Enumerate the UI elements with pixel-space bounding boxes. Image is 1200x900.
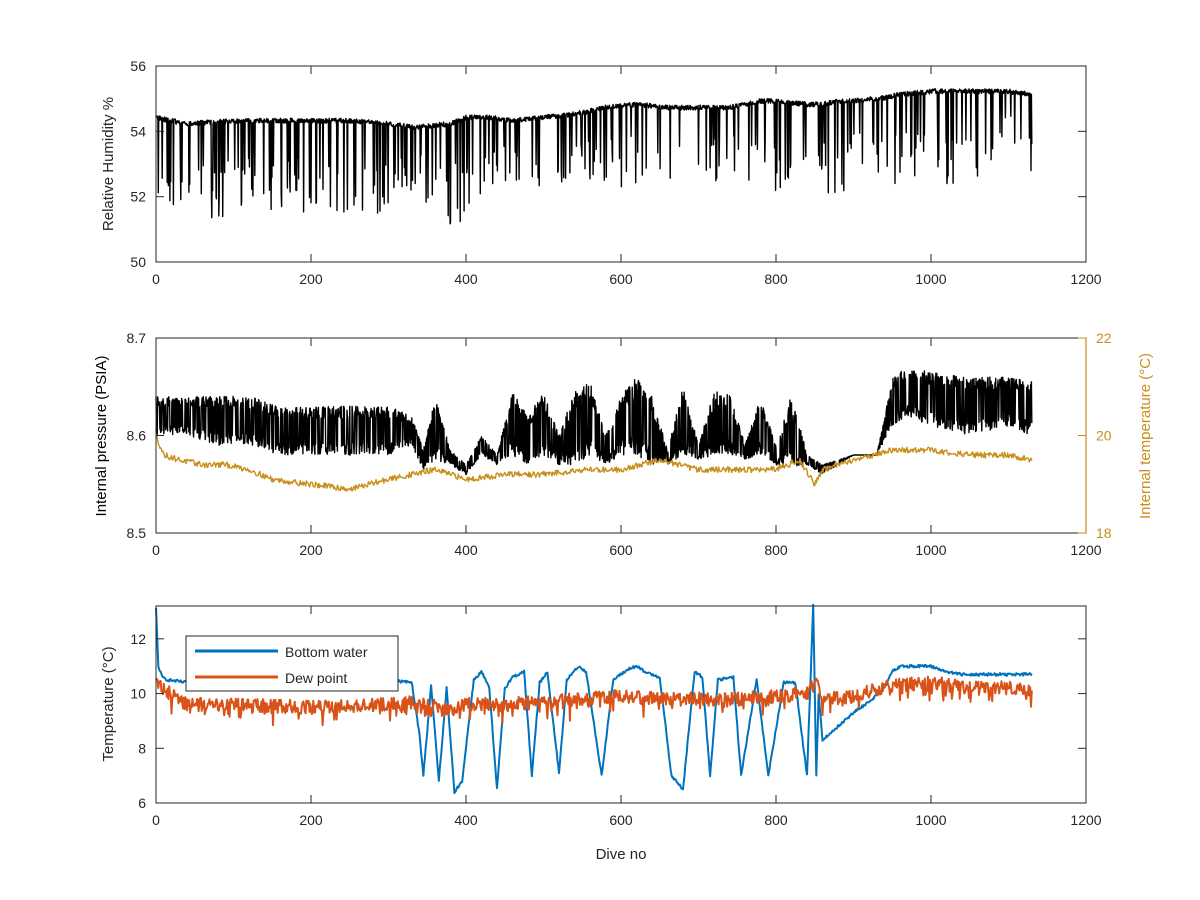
temperature-x-tick-label: 200 <box>299 812 323 828</box>
temperature-x-tick-label: 600 <box>609 812 633 828</box>
temperature-y-ticks: 6 8 10 12 <box>130 631 1086 811</box>
legend: Bottom water Dew point <box>185 635 399 692</box>
humidity-x-tick-label: 0 <box>152 271 160 287</box>
dew-point-line <box>155 675 1033 727</box>
temperature-panel: 0 200 400 600 800 1000 1200 6 8 10 12 Temperature… <box>100 603 1102 863</box>
humidity-series <box>155 88 1033 225</box>
humidity-panel: 0 200 400 600 800 1000 1200 50 52 54 56 Relative … <box>100 58 1102 287</box>
humidity-x-tick-label: 400 <box>454 271 478 287</box>
legend-box <box>185 635 399 692</box>
temperature-y-tick-label: 8 <box>138 740 146 756</box>
temperature-y-tick-label: 12 <box>130 631 146 647</box>
internal-temperature-line <box>155 433 1033 492</box>
temperature-x-tick-label: 0 <box>152 812 160 828</box>
pressure-series <box>155 370 1033 492</box>
temperature-x-tick-label: 400 <box>454 812 478 828</box>
humidity-x-tick-label: 1200 <box>1070 271 1101 287</box>
pressure-y-tick-label: 8.7 <box>127 330 147 346</box>
pressure-x-tick-label: 200 <box>299 542 323 558</box>
humidity-y-tick-label: 50 <box>130 254 146 270</box>
pressure-line <box>155 370 1033 476</box>
pressure-y-ticks: 8.5 8.6 8.7 <box>127 330 164 541</box>
pressure-y-tick-label: 8.5 <box>127 525 147 541</box>
pressure-x-tick-label: 1200 <box>1070 542 1101 558</box>
x-axis-label: Dive no <box>596 846 647 863</box>
internal-temperature-y-axis-label: Internal temperature (°C) <box>1137 353 1154 519</box>
temperature-x-tick-label: 1200 <box>1070 812 1101 828</box>
humidity-y-tick-label: 56 <box>130 58 146 74</box>
humidity-x-tick-label: 1000 <box>915 271 946 287</box>
legend-label-bottom-water: Bottom water <box>285 644 368 660</box>
pressure-x-tick-label: 0 <box>152 542 160 558</box>
temperature-x-tick-label: 1000 <box>915 812 946 828</box>
humidity-x-tick-label: 600 <box>609 271 633 287</box>
temperature-x-ticks: 0 200 400 600 800 1000 1200 <box>152 606 1102 828</box>
humidity-x-tick-label: 800 <box>764 271 788 287</box>
temperature-x-tick-label: 800 <box>764 812 788 828</box>
humidity-x-ticks: 0 200 400 600 800 1000 1200 <box>152 66 1102 287</box>
temperature-y-tick-label: 10 <box>130 686 146 702</box>
humidity-y-tick-label: 54 <box>130 123 146 139</box>
humidity-x-tick-label: 200 <box>299 271 323 287</box>
humidity-y-axis-label: Relative Humidity % <box>100 97 117 231</box>
pressure-x-ticks: 0 200 400 600 800 1000 1200 <box>152 338 1102 558</box>
pressure-y-axis-label: Internal pressure (PSIA) <box>93 356 110 517</box>
pressure-y-tick-label: 8.6 <box>127 428 147 444</box>
internal-temperature-y-tick-label: 22 <box>1096 330 1112 346</box>
pressure-x-tick-label: 600 <box>609 542 633 558</box>
pressure-panel: 0 200 400 600 800 1000 1200 8.5 8.6 8.7 18 20 22 I… <box>93 330 1154 558</box>
temperature-y-tick-label: 6 <box>138 795 146 811</box>
humidity-y-tick-label: 52 <box>130 189 146 205</box>
humidity-y-ticks: 50 52 54 56 <box>130 58 1086 270</box>
temperature-y-axis-label: Temperature (°C) <box>100 646 117 761</box>
pressure-x-tick-label: 400 <box>454 542 478 558</box>
pressure-x-tick-label: 1000 <box>915 542 946 558</box>
temperature-series <box>155 603 1033 794</box>
internal-temperature-y-ticks: 18 20 22 <box>1078 330 1112 541</box>
internal-temperature-y-tick-label: 20 <box>1096 428 1112 444</box>
internal-temperature-y-tick-label: 18 <box>1096 525 1112 541</box>
humidity-line <box>155 88 1033 225</box>
pressure-x-tick-label: 800 <box>764 542 788 558</box>
legend-label-dew-point: Dew point <box>285 670 347 686</box>
